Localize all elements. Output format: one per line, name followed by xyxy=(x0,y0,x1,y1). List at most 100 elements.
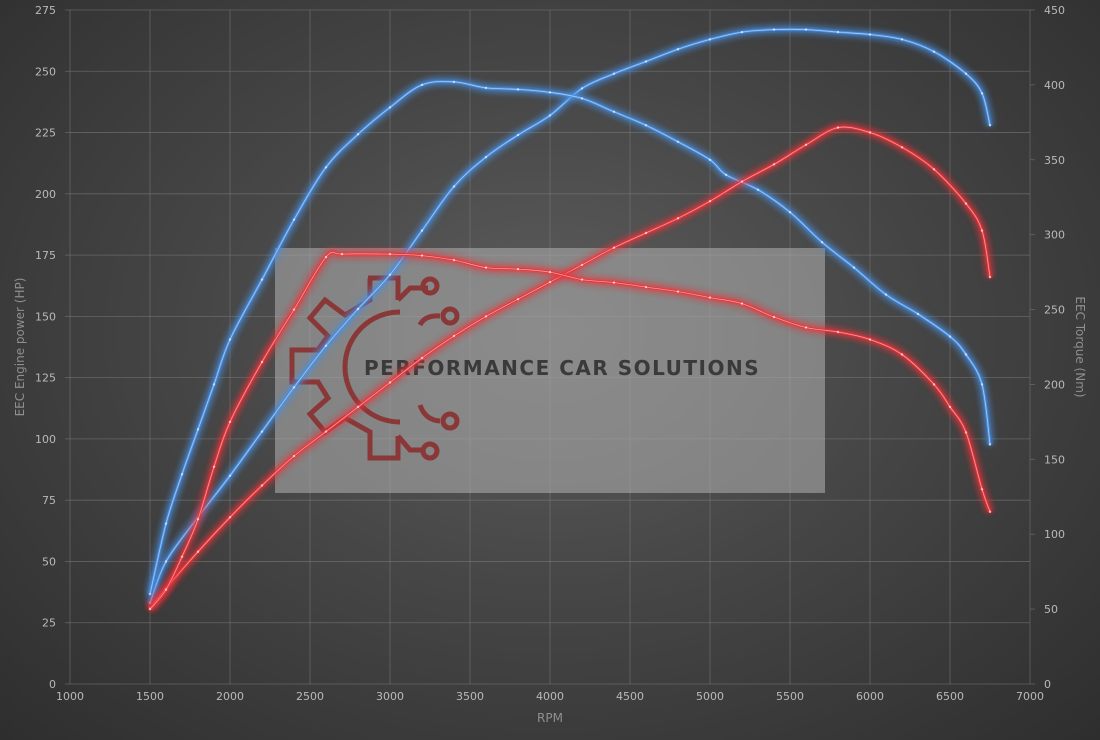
gear-circuit-logo-icon xyxy=(289,275,460,461)
stock-power-point xyxy=(324,430,328,433)
stock-power-point xyxy=(988,275,992,279)
left-tick-label: 200 xyxy=(35,188,56,201)
x-tick-label: 1500 xyxy=(136,690,164,703)
left-tick-label: 125 xyxy=(35,372,56,385)
right-tick-label: 200 xyxy=(1044,378,1065,391)
tuned-torque-point xyxy=(212,383,216,386)
tuned-torque-point xyxy=(148,592,152,596)
right-axis-label: EEC Torque (Nm) xyxy=(1073,296,1087,397)
x-tick-label: 4500 xyxy=(616,690,644,703)
tuned-power-point xyxy=(740,30,744,34)
stock-power-point xyxy=(580,263,584,267)
stock-torque-point xyxy=(420,254,424,257)
stock-power-point xyxy=(676,217,680,220)
x-tick-label: 2000 xyxy=(216,690,244,703)
tuned-power-point xyxy=(388,273,392,276)
left-tick-label: 100 xyxy=(35,433,56,446)
tuned-torque-point xyxy=(228,338,232,341)
left-axis-label: EEC Engine power (HP) xyxy=(13,278,27,417)
left-tick-label: 75 xyxy=(42,494,56,507)
stock-torque-point xyxy=(516,267,520,271)
right-tick-label: 300 xyxy=(1044,229,1065,242)
x-tick-label: 5500 xyxy=(776,690,804,703)
tuned-power-point xyxy=(988,124,992,127)
right-tick-label: 100 xyxy=(1044,528,1065,541)
series-layer xyxy=(147,26,993,612)
stock-torque-point xyxy=(324,255,328,259)
stock-torque-point xyxy=(900,353,904,356)
left-tick-label: 275 xyxy=(35,4,56,17)
tuned-power-point xyxy=(356,307,360,311)
stock-torque-point xyxy=(980,488,984,491)
tuned-power-point xyxy=(260,430,264,433)
right-tick-label: 400 xyxy=(1044,79,1065,92)
tuned-torque-point xyxy=(180,473,184,476)
stock-power-point xyxy=(708,200,712,203)
stock-power-point xyxy=(964,202,968,205)
tuned-torque-point xyxy=(676,140,680,143)
stock-torque-point xyxy=(836,330,840,334)
tuned-torque-point xyxy=(884,293,888,296)
stock-power-point xyxy=(804,143,808,146)
stock-torque-point xyxy=(196,518,200,521)
tuned-torque-point xyxy=(260,278,264,281)
watermark: PERFORMANCE CAR SOLUTIONS xyxy=(275,248,825,493)
tuned-power-point xyxy=(580,87,584,90)
stock-power-point xyxy=(612,246,616,249)
stock-torque-point xyxy=(388,252,392,256)
stock-torque-point xyxy=(708,296,712,299)
stock-torque-point xyxy=(292,308,296,311)
x-tick-label: 6000 xyxy=(856,690,884,703)
stock-power-point xyxy=(228,516,232,519)
left-tick-label: 0 xyxy=(49,678,56,691)
tuned-power-point xyxy=(420,229,424,232)
tuned-torque-point xyxy=(356,133,360,136)
tuned-torque-point xyxy=(612,110,616,114)
watermark-panel xyxy=(275,248,825,493)
stock-torque-point xyxy=(164,588,168,591)
stock-torque-point xyxy=(740,302,744,305)
tuned-torque-series xyxy=(147,78,993,596)
stock-torque-point xyxy=(948,405,952,409)
x-tick-label: 7000 xyxy=(1016,690,1044,703)
x-tick-label: 3500 xyxy=(456,690,484,703)
tuned-power-point xyxy=(964,72,968,75)
stock-torque-point xyxy=(180,555,184,558)
left-tick-label: 250 xyxy=(35,65,56,78)
tuned-torque-point xyxy=(324,166,328,169)
stock-power-point xyxy=(740,180,744,183)
tuned-torque-point xyxy=(948,335,952,338)
tuned-power-point xyxy=(868,33,872,36)
tuned-power-point xyxy=(292,386,296,389)
tuned-power-point xyxy=(548,114,552,117)
tuned-power-point xyxy=(932,50,936,53)
tuned-power-point xyxy=(324,344,328,347)
stock-power-point xyxy=(932,168,936,171)
tuned-torque-point xyxy=(164,522,168,525)
stock-torque-point xyxy=(452,258,456,262)
x-axis-label: RPM xyxy=(537,711,563,725)
stock-power-point xyxy=(516,298,520,301)
tuned-power-point xyxy=(452,185,456,188)
stock-torque-point xyxy=(548,270,552,274)
stock-torque-point xyxy=(228,420,232,424)
stock-power-point xyxy=(196,550,200,553)
tuned-torque-point xyxy=(388,106,392,109)
right-tick-label: 250 xyxy=(1044,304,1065,317)
stock-torque-point xyxy=(148,607,152,611)
tuned-torque-point xyxy=(852,266,856,269)
stock-power-point xyxy=(292,454,296,458)
tuned-torque-point xyxy=(708,158,712,161)
stock-power-point xyxy=(484,315,488,318)
stock-power-point xyxy=(900,146,904,149)
tuned-torque-point xyxy=(788,211,792,214)
right-tick-label: 50 xyxy=(1044,603,1058,616)
stock-power-point xyxy=(980,229,984,232)
right-tick-label: 150 xyxy=(1044,453,1065,466)
stock-torque-series xyxy=(147,249,993,612)
tuned-torque-point xyxy=(292,218,296,221)
tuned-torque-point xyxy=(452,80,456,84)
stock-power-point xyxy=(356,405,360,409)
left-tick-label: 150 xyxy=(35,310,56,323)
stock-torque-point xyxy=(804,326,808,329)
